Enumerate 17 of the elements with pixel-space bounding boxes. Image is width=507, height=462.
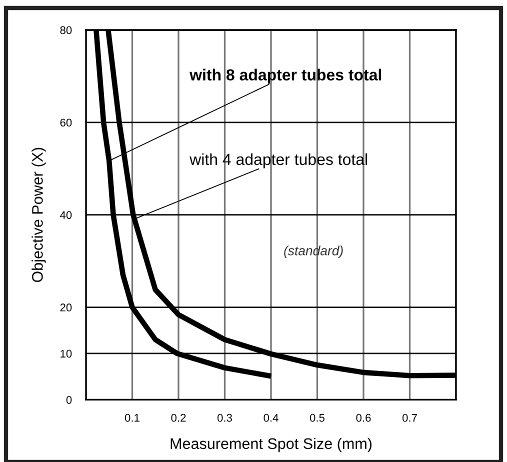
x-tick-label: 0.7 — [402, 414, 417, 422]
annotation: with 8 adapter tubes total — [190, 68, 382, 84]
annotation: with 4 adapter tubes total — [190, 153, 368, 168]
x-tick-label: 0.6 — [356, 414, 371, 422]
y-tick-label: 40 — [60, 211, 72, 219]
x-tick-label: 0.5 — [310, 414, 325, 422]
y-tick-label: 20 — [60, 304, 72, 312]
x-tick-label: 0.1 — [124, 414, 140, 422]
y-tick-label: 10 — [60, 350, 72, 358]
y-tick-label: 0 — [66, 396, 72, 404]
x-tick-label: 0.4 — [264, 414, 278, 422]
y-axis-title: Objective Power (X) — [32, 148, 46, 282]
y-tick-label: 60 — [60, 118, 72, 127]
x-axis-title: Measurement Spot Size (mm) — [170, 438, 372, 452]
x-tick-label: 0.2 — [171, 414, 186, 422]
x-tick-label: 0.3 — [217, 414, 232, 422]
y-tick-label: 80 — [60, 26, 72, 34]
